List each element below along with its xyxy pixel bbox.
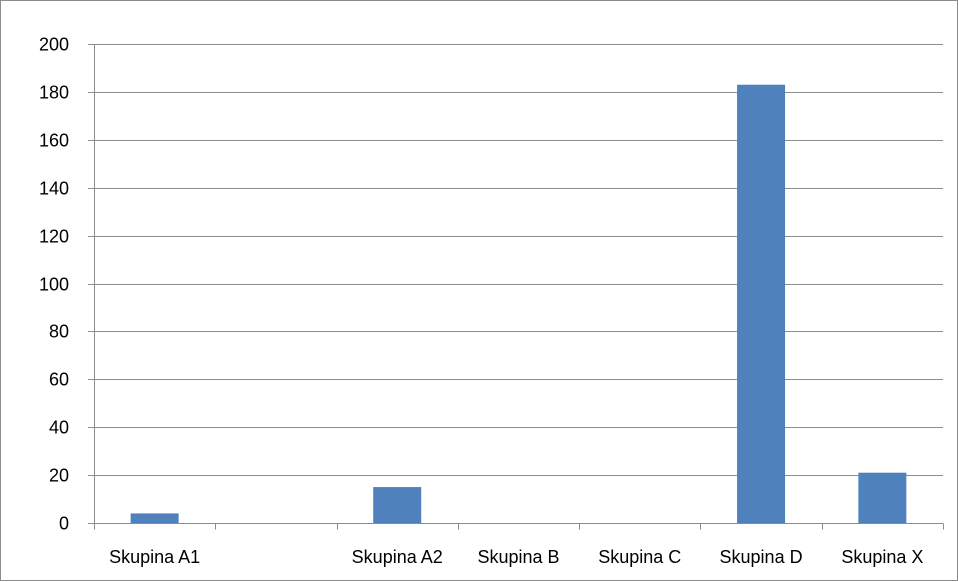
bar-skupina-a2 — [373, 487, 422, 523]
bar-skupina-x — [858, 472, 907, 523]
x-tick-label: Skupina X — [841, 547, 923, 567]
x-tick-label: Skupina B — [477, 547, 559, 567]
y-tick-label: 200 — [39, 35, 69, 55]
y-tick-label: 120 — [39, 227, 69, 247]
y-tick-label: 20 — [49, 466, 69, 486]
y-tick-label: 40 — [49, 418, 69, 438]
y-tick-label: 160 — [39, 131, 69, 151]
x-tick-label: Skupina C — [598, 547, 681, 567]
x-tick-label: Skupina D — [720, 547, 803, 567]
y-tick-label: 60 — [49, 370, 69, 390]
bar-skupina-d — [737, 84, 786, 523]
x-tick-label: Skupina A1 — [109, 547, 200, 567]
y-tick-label: 180 — [39, 83, 69, 103]
bar-skupina-a1 — [130, 513, 179, 523]
y-tick-label: 80 — [49, 322, 69, 342]
x-tick-label: Skupina A2 — [352, 547, 443, 567]
y-tick-label: 100 — [39, 275, 69, 295]
y-tick-label: 140 — [39, 179, 69, 199]
y-tick-label: 0 — [59, 514, 69, 534]
